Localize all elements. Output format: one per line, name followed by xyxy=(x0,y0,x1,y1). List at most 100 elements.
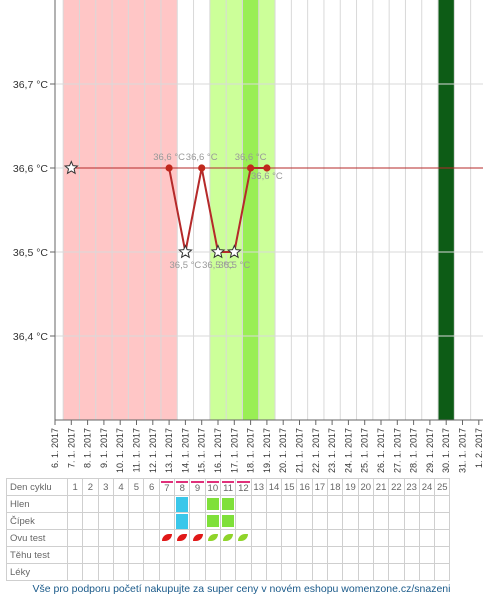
day-cell xyxy=(311,563,329,581)
day-cell xyxy=(311,546,329,564)
point-label: 36,6 °C xyxy=(153,152,185,163)
row-label: Čípek xyxy=(6,512,68,530)
day-cell xyxy=(388,495,405,513)
ovu-negative-icon xyxy=(192,534,203,542)
day-cell xyxy=(388,546,405,564)
y-tick-label: 36,7 °C xyxy=(13,79,49,91)
day-cell xyxy=(342,529,359,547)
day-cell xyxy=(296,512,313,530)
x-tick-label: 26. 1. 2017 xyxy=(376,428,386,473)
day-cell xyxy=(174,495,191,513)
day-cell xyxy=(434,563,451,581)
x-tick-label: 12. 1. 2017 xyxy=(148,428,158,473)
day-cell xyxy=(66,495,84,513)
day-cell xyxy=(189,495,206,513)
ovu-positive-icon xyxy=(223,534,234,542)
y-tick-label: 36,4 °C xyxy=(13,331,49,343)
promo-footer[interactable]: Vše pro podporu početí nakupujte za supe… xyxy=(32,583,451,595)
day-cell xyxy=(66,563,84,581)
day-number: 21 xyxy=(375,481,387,493)
day-cell xyxy=(388,529,405,547)
table-row: Hlen xyxy=(6,495,451,513)
day-cell: 11 xyxy=(219,478,237,496)
x-tick-label: 20. 1. 2017 xyxy=(278,428,288,473)
row-label: Ovu test xyxy=(6,529,68,547)
day-cell xyxy=(388,512,405,530)
day-cell xyxy=(357,546,374,564)
x-tick-label: 6. 1. 2017 xyxy=(50,428,60,468)
x-tick-label: 30. 1. 2017 xyxy=(441,428,451,473)
day-cell xyxy=(235,546,252,564)
y-tick-label: 36,5 °C xyxy=(13,247,49,259)
x-tick-label: 18. 1. 2017 xyxy=(246,428,256,473)
day-number: 5 xyxy=(133,481,139,493)
day-cell xyxy=(204,529,221,547)
table-row: Ovu test xyxy=(6,529,451,547)
day-number: 2 xyxy=(87,481,94,493)
table-row: Čípek xyxy=(6,512,451,530)
day-cell: 6 xyxy=(143,478,160,496)
day-cell: 4 xyxy=(112,478,130,496)
point-label: 36,5 °C xyxy=(202,260,234,271)
row-label: Den cyklu xyxy=(6,478,68,496)
day-cell xyxy=(403,495,420,513)
day-cell xyxy=(434,529,451,547)
x-tick-label: 28. 1. 2017 xyxy=(409,428,419,473)
day-cell xyxy=(372,495,390,513)
day-cell: 20 xyxy=(357,478,374,496)
day-cell xyxy=(403,512,420,530)
day-cell xyxy=(66,512,84,530)
day-cell xyxy=(372,512,390,530)
day-cell xyxy=(189,563,206,581)
x-tick-label: 24. 1. 2017 xyxy=(343,428,353,473)
day-cell xyxy=(281,529,298,547)
day-number: 11 xyxy=(223,482,234,494)
day-cell xyxy=(128,563,145,581)
day-cell xyxy=(143,512,160,530)
day-cell xyxy=(112,495,130,513)
x-tick-label: 22. 1. 2017 xyxy=(311,428,321,473)
day-cell xyxy=(372,529,390,547)
ovu-positive-icon xyxy=(207,534,218,542)
day-cell: 2 xyxy=(82,478,99,496)
day-cell xyxy=(143,563,160,581)
day-cell xyxy=(219,512,237,530)
day-cell xyxy=(357,563,374,581)
day-cell xyxy=(281,563,298,581)
day-number: 16 xyxy=(299,481,310,493)
day-cell xyxy=(418,546,436,564)
highlight-bar xyxy=(160,480,174,483)
day-cell xyxy=(311,529,329,547)
day-cell xyxy=(403,529,420,547)
highlight-bar xyxy=(176,480,189,483)
day-cell xyxy=(158,495,176,513)
x-axis: 6. 1. 2017 7. 1. 2017 8. 1. 2017 9. 1. 2017… xyxy=(50,419,483,473)
day-cell xyxy=(250,512,267,530)
ovu-negative-icon xyxy=(161,534,172,542)
day-cell xyxy=(128,546,145,564)
day-cell xyxy=(143,546,160,564)
day-cell xyxy=(311,512,329,530)
day-cell: 12 xyxy=(235,478,252,496)
x-tick-label: 25. 1. 2017 xyxy=(360,428,370,473)
day-cell: 25 xyxy=(434,478,451,496)
day-cell xyxy=(265,563,283,581)
day-cell xyxy=(342,495,359,513)
day-cell xyxy=(418,512,436,530)
day-cell: 15 xyxy=(281,478,298,496)
x-tick-label: 8. 1. 2017 xyxy=(83,428,93,468)
x-tick-label: 17. 1. 2017 xyxy=(229,428,239,473)
x-tick-label: 15. 1. 2017 xyxy=(197,428,207,473)
day-cell xyxy=(434,495,451,513)
day-cell xyxy=(418,529,436,547)
day-cell xyxy=(235,563,252,581)
table-header-row: Den cyklu 1 2 3 4 5 6 7 8 9 10 11 12 13 14 15 16 17 18 19 20… xyxy=(6,478,451,496)
day-number: 15 xyxy=(284,481,295,493)
row-label: Hlen xyxy=(6,495,68,513)
day-cell xyxy=(174,529,191,547)
day-number: 14 xyxy=(268,481,280,493)
band-0 xyxy=(63,0,178,420)
y-tick-label: 36,6 °C xyxy=(13,163,49,175)
day-cell xyxy=(158,563,176,581)
point-label: 36,5 °C xyxy=(170,260,202,271)
